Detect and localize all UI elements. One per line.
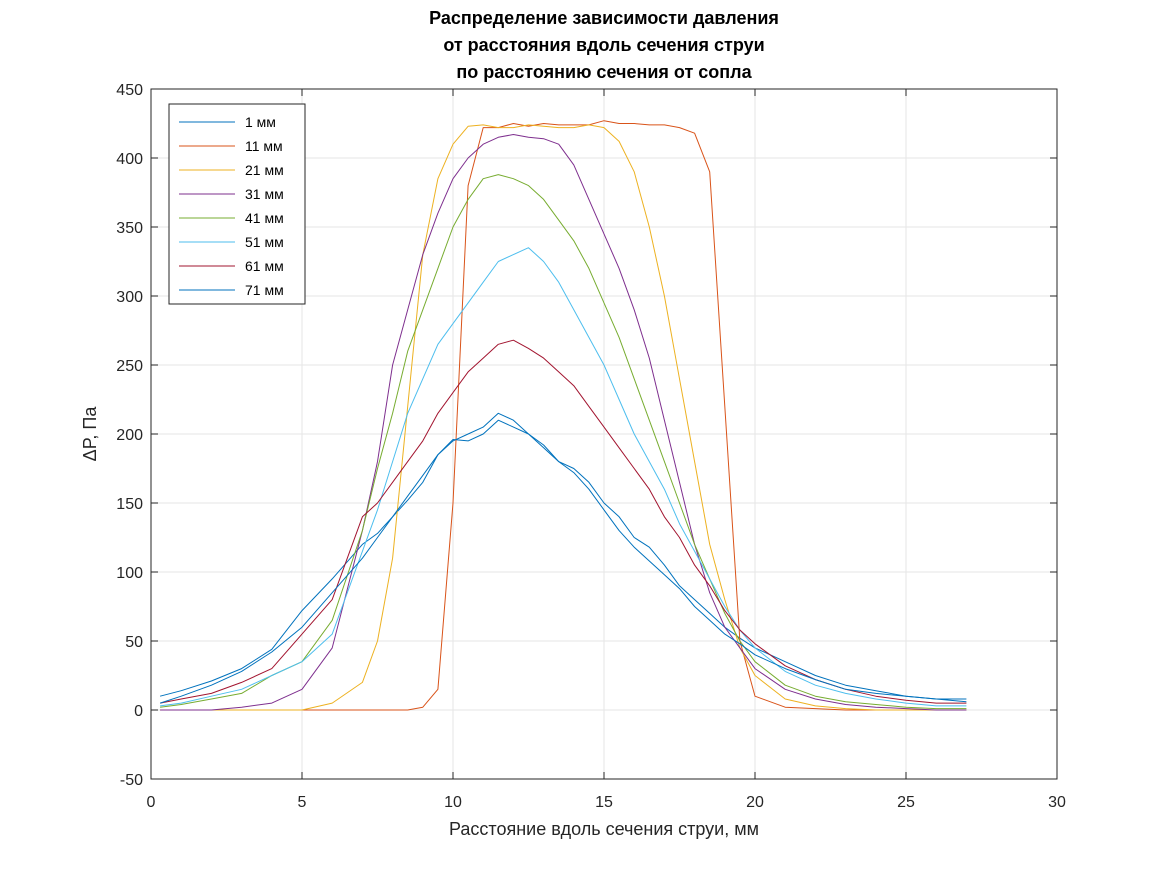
y-tick-label: 250 [116,358,143,375]
legend: 1 мм 11 мм 21 мм 31 мм 41 мм 51 мм 61 мм 71 мм [168,103,306,305]
series-line-2 [160,124,967,711]
x-tick-label: 15 [595,794,613,811]
legend-box [168,103,306,305]
x-tick-label: 5 [298,794,307,811]
series-line-1 [160,120,967,711]
x-tick-label: 10 [444,794,462,811]
legend-label: 61 мм [245,258,284,274]
chart-title-line-1: Распределение зависимости давления [429,8,779,28]
chart-title-line-2: от расстояния вдоль сечения струи [443,35,764,55]
series-line-5 [160,247,967,707]
y-axis-ticks: -50 0 50 100 150 200 250 300 350 400 450 [116,82,1057,789]
legend-label: 11 мм [245,138,283,154]
y-tick-label: 100 [116,565,143,582]
x-tick-label: 30 [1048,794,1066,811]
y-tick-label: 0 [134,703,143,720]
y-tick-label: 150 [116,496,143,513]
legend-label: 41 мм [245,210,284,226]
series-line-7 [159,412,967,704]
x-tick-label: 20 [746,794,764,811]
x-axis-label: Расстояние вдоль сечения струи, мм [449,819,759,839]
legend-label: 51 мм [245,234,284,250]
legend-label: 71 мм [245,282,284,298]
x-axis-ticks: 0 5 10 15 20 25 30 [147,89,1066,811]
legend-items: 1 мм 11 мм 21 мм 31 мм 41 мм 51 мм 61 мм 71 мм [179,114,284,298]
x-tick-label: 25 [897,794,915,811]
chart-title: Распределение зависимости давления от ра… [429,8,779,82]
legend-label: 1 мм [245,114,276,130]
y-axis-label: ΔP, Па [80,406,100,462]
x-tick-label: 0 [147,794,156,811]
series-line-6 [160,339,967,704]
y-tick-label: -50 [120,772,143,789]
y-tick-label: 50 [125,634,143,651]
series-line-4 [160,174,967,710]
y-tick-label: 450 [116,82,143,99]
y-tick-label: 400 [116,151,143,168]
legend-label: 21 мм [245,162,284,178]
y-tick-label: 300 [116,289,143,306]
series-lines [159,120,967,711]
chart-title-line-3: по расстоянию сечения от сопла [456,62,752,82]
y-tick-label: 350 [116,220,143,237]
y-tick-label: 200 [116,427,143,444]
legend-label: 31 мм [245,186,284,202]
